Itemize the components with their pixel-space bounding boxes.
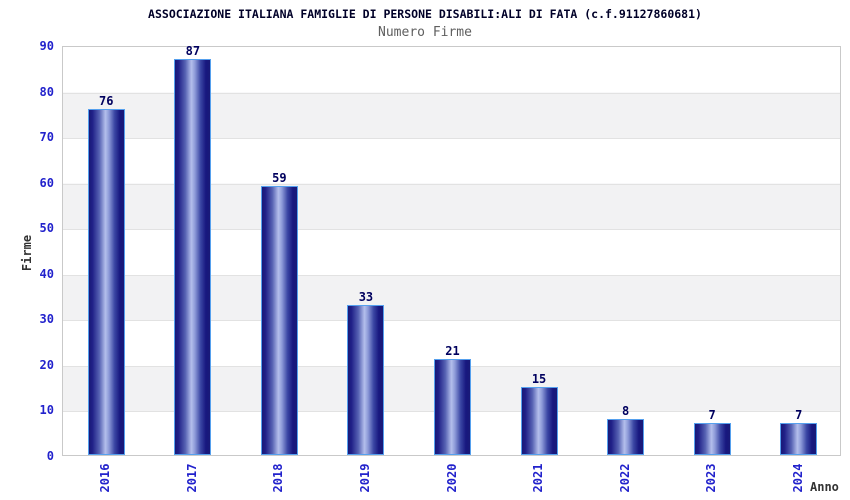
bar-2018 [260, 186, 298, 455]
bar-2019 [347, 304, 385, 455]
gridline [63, 183, 840, 185]
gridline [63, 138, 840, 140]
bar-value-label: 21 [445, 344, 460, 359]
y-tick-label: 80 [39, 84, 54, 99]
y-tick-label: 40 [39, 266, 54, 281]
x-axis-title: Anno [810, 480, 839, 494]
bar-2020 [434, 359, 471, 455]
y-tick-label: 30 [39, 312, 54, 327]
y-tick-label: 10 [39, 403, 54, 418]
bar-2022 [607, 418, 645, 455]
plot-area: 76 87 59 33 21 15 8 7 7 [62, 43, 841, 456]
chart-subtitle: Numero Firme [378, 25, 472, 40]
bar-2023 [693, 423, 731, 455]
bar-value-label: 8 [621, 403, 630, 418]
x-tick-label: 2024 [790, 463, 805, 493]
bar-value-label: 15 [531, 371, 547, 386]
bar-2017 [174, 58, 212, 455]
bar-value-label: 7 [708, 408, 716, 423]
x-tick-label: 2016 [98, 463, 113, 493]
x-tick-label: 2021 [531, 463, 546, 493]
bar-value-label: 76 [99, 93, 114, 108]
x-tick-label: 2018 [271, 463, 286, 493]
gridline [63, 92, 840, 94]
y-tick-label: 50 [39, 221, 54, 236]
gridline [63, 320, 840, 322]
bar-value-label: 59 [272, 171, 287, 186]
x-tick-label: 2019 [357, 463, 372, 493]
bar-2021 [520, 386, 558, 455]
bar-value-label: 33 [358, 289, 374, 304]
y-tick-label: 90 [39, 39, 54, 53]
x-tick-label: 2017 [184, 463, 199, 493]
y-tick-label: 70 [39, 130, 54, 145]
bar-2024 [780, 423, 818, 455]
y-tick-label: 60 [39, 175, 54, 190]
bar-2016 [87, 108, 125, 455]
bar-value-label: 87 [185, 43, 201, 58]
y-tick-label: 20 [39, 357, 54, 372]
x-tick-label: 2022 [617, 463, 632, 493]
gridline [63, 229, 840, 231]
chart-title: ASSOCIAZIONE ITALIANA FAMIGLIE DI PERSON… [148, 7, 702, 21]
bar-value-label: 7 [795, 408, 803, 423]
x-tick-label: 2020 [444, 463, 459, 493]
y-tick-label: 0 [46, 449, 54, 463]
x-tick-label: 2023 [704, 463, 719, 493]
gridline [63, 274, 840, 276]
